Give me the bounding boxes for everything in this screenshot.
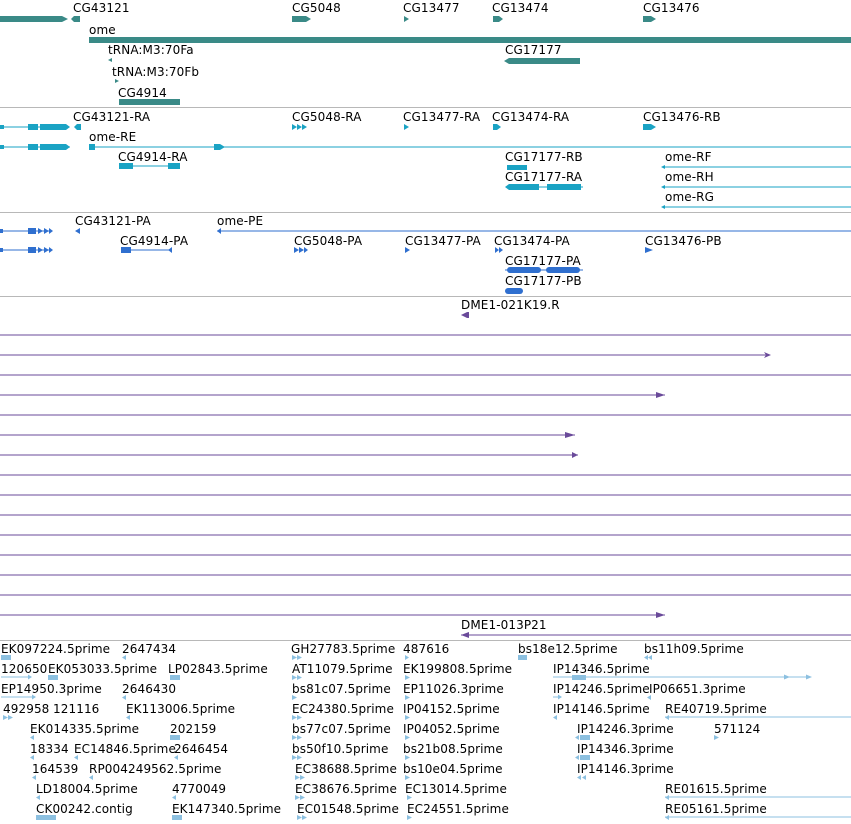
transcript-label[interactable]: CG13477-RA bbox=[403, 110, 481, 124]
est-label[interactable]: IP06651.3prime bbox=[649, 682, 746, 696]
transcript-label[interactable]: ome-RF bbox=[665, 150, 712, 164]
protein-label[interactable]: CG5048-PA bbox=[294, 234, 363, 248]
est-label[interactable]: IP14146.3prime bbox=[577, 762, 674, 776]
est-label[interactable]: 492958 bbox=[3, 702, 50, 716]
est-label[interactable]: 2646430 bbox=[122, 682, 177, 696]
est-label[interactable]: LD18004.5prime bbox=[36, 782, 138, 796]
gene-label[interactable]: CG43121 bbox=[73, 1, 130, 15]
transcript-label[interactable]: CG17177-RA bbox=[505, 170, 583, 184]
protein-label[interactable]: CG13474-PA bbox=[494, 234, 570, 248]
est-label[interactable]: bs77c07.5prime bbox=[292, 722, 391, 736]
clone-label[interactable]: DME1-013P21 bbox=[461, 618, 547, 632]
gene-label[interactable]: CG5048 bbox=[292, 1, 341, 15]
protein-label[interactable]: ome-PE bbox=[217, 214, 264, 228]
transcript-label[interactable]: CG13476-RB bbox=[643, 110, 721, 124]
gene-label[interactable]: ome bbox=[89, 23, 116, 37]
track-separator bbox=[0, 640, 851, 641]
est-label[interactable]: EK097224.5prime bbox=[1, 642, 111, 656]
track-separator bbox=[0, 212, 851, 213]
transcript-label[interactable]: ome-RH bbox=[665, 170, 714, 184]
est-label[interactable]: RP004249562.5prime bbox=[89, 762, 222, 776]
est-label[interactable]: bs81c07.5prime bbox=[292, 682, 391, 696]
est-label[interactable]: 202159 bbox=[170, 722, 217, 736]
est-label[interactable]: EK113006.5prime bbox=[126, 702, 236, 716]
protein-label[interactable]: CG17177-PB bbox=[505, 274, 582, 288]
est-label[interactable]: RE01615.5prime bbox=[665, 782, 767, 796]
est-label[interactable]: 487616 bbox=[403, 642, 450, 656]
est-label[interactable]: bs11h09.5prime bbox=[644, 642, 744, 656]
gene-label[interactable]: CG13474 bbox=[492, 1, 549, 15]
est-label[interactable]: EK199808.5prime bbox=[403, 662, 513, 676]
est-label[interactable]: LP02843.5prime bbox=[168, 662, 268, 676]
est-label[interactable]: EC24551.5prime bbox=[407, 802, 509, 816]
gene-label[interactable]: CG13476 bbox=[643, 1, 700, 15]
gene-label[interactable]: tRNA:M3:70Fb bbox=[112, 65, 200, 79]
gene-label[interactable]: CG17177 bbox=[505, 43, 562, 57]
track-separator bbox=[0, 107, 851, 108]
transcript-label[interactable]: CG43121-RA bbox=[73, 110, 151, 124]
transcript-label[interactable]: ome-RG bbox=[665, 190, 714, 204]
est-label[interactable]: EP11026.3prime bbox=[403, 682, 504, 696]
transcript-label[interactable]: CG4914-RA bbox=[118, 150, 188, 164]
transcript-label[interactable]: ome-RE bbox=[89, 130, 137, 144]
est-label[interactable]: IP04152.5prime bbox=[403, 702, 500, 716]
est-label[interactable]: bs21b08.5prime bbox=[403, 742, 503, 756]
est-label[interactable]: CK00242.contig bbox=[36, 802, 133, 816]
est-label[interactable]: 2647434 bbox=[122, 642, 177, 656]
est-label[interactable]: IP14346.5prime bbox=[553, 662, 650, 676]
gene-label[interactable]: CG13477 bbox=[403, 1, 460, 15]
est-label[interactable]: 164539 bbox=[32, 762, 79, 776]
est-label[interactable]: EK147340.5prime bbox=[172, 802, 282, 816]
est-label[interactable]: IP14246.3prime bbox=[577, 722, 674, 736]
est-label[interactable]: EP14950.3prime bbox=[1, 682, 102, 696]
est-label[interactable]: EC14846.5prime bbox=[74, 742, 176, 756]
protein-label[interactable]: CG13477-PA bbox=[405, 234, 481, 248]
est-label[interactable]: bs10e04.5prime bbox=[403, 762, 503, 776]
est-label[interactable]: EK053033.5prime bbox=[48, 662, 158, 676]
gene-glyphs[interactable] bbox=[0, 0, 851, 108]
est-label[interactable]: IP14346.3prime bbox=[577, 742, 674, 756]
protein-label[interactable]: CG4914-PA bbox=[120, 234, 189, 248]
est-label[interactable]: EC38688.5prime bbox=[295, 762, 397, 776]
est-label[interactable]: GH27783.5prime bbox=[291, 642, 396, 656]
transcript-glyphs[interactable] bbox=[0, 108, 851, 212]
est-label[interactable]: 18334 bbox=[30, 742, 69, 756]
est-label[interactable]: EC01548.5prime bbox=[297, 802, 399, 816]
est-label[interactable]: EC13014.5prime bbox=[405, 782, 507, 796]
gene-label[interactable]: CG4914 bbox=[118, 86, 167, 100]
protein-label[interactable]: CG17177-PA bbox=[505, 254, 581, 268]
transcript-label[interactable]: CG5048-RA bbox=[292, 110, 362, 124]
est-glyphs[interactable] bbox=[0, 641, 851, 824]
est-label[interactable]: RE05161.5prime bbox=[665, 802, 767, 816]
est-label[interactable]: 4770049 bbox=[172, 782, 227, 796]
protein-glyphs[interactable] bbox=[0, 213, 851, 297]
est-label[interactable]: 120650 bbox=[1, 662, 48, 676]
clone-glyphs[interactable] bbox=[0, 297, 851, 641]
est-label[interactable]: 121116 bbox=[53, 702, 100, 716]
clone-label[interactable]: DME1-021K19.R bbox=[461, 298, 560, 312]
est-label[interactable]: bs18e12.5prime bbox=[518, 642, 618, 656]
est-label[interactable]: RE40719.5prime bbox=[665, 702, 767, 716]
transcript-label[interactable]: CG13474-RA bbox=[492, 110, 570, 124]
transcript-label[interactable]: CG17177-RB bbox=[505, 150, 583, 164]
protein-label[interactable]: CG43121-PA bbox=[75, 214, 151, 228]
est-label[interactable]: AT11079.5prime bbox=[292, 662, 393, 676]
est-label[interactable]: EK014335.5prime bbox=[30, 722, 140, 736]
est-label[interactable]: IP14246.5prime bbox=[553, 682, 650, 696]
est-label[interactable]: IP04052.5prime bbox=[403, 722, 500, 736]
est-label[interactable]: 2646454 bbox=[174, 742, 229, 756]
protein-label[interactable]: CG13476-PB bbox=[645, 234, 722, 248]
est-label[interactable]: IP14146.5prime bbox=[553, 702, 650, 716]
est-label[interactable]: bs50f10.5prime bbox=[292, 742, 389, 756]
est-label[interactable]: EC38676.5prime bbox=[295, 782, 397, 796]
est-label[interactable]: EC24380.5prime bbox=[292, 702, 394, 716]
track-separator bbox=[0, 296, 851, 297]
gene-label[interactable]: tRNA:M3:70Fa bbox=[108, 43, 194, 57]
est-label[interactable]: 571124 bbox=[714, 722, 761, 736]
